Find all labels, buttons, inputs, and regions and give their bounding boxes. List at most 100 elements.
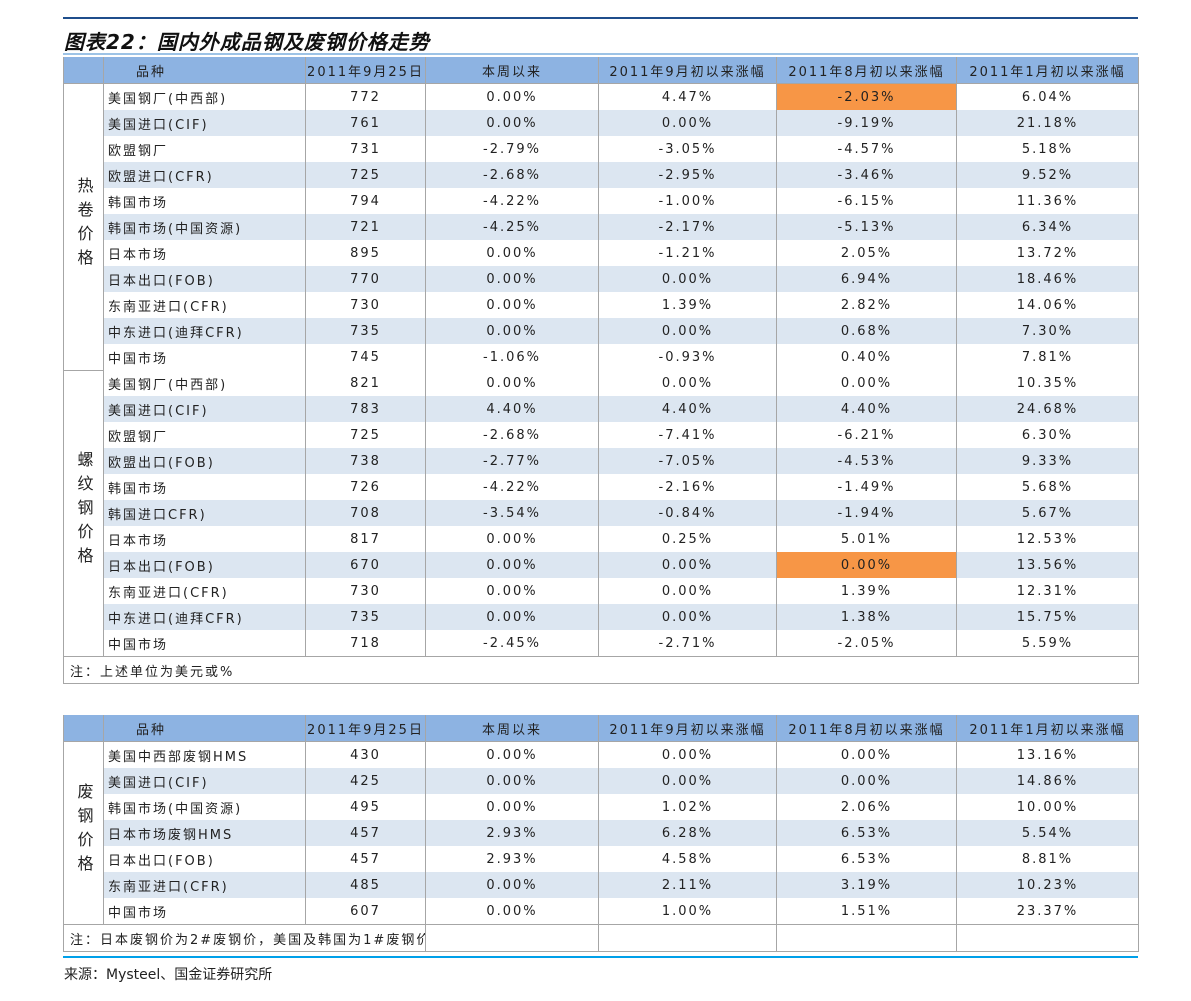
row-name: 中国市场 — [103, 630, 306, 657]
value-cell: 2.05% — [776, 240, 957, 266]
value-cell: 11.36% — [956, 188, 1139, 214]
value-cell: 1.39% — [598, 292, 777, 318]
value-cell: 0.00% — [425, 240, 599, 266]
value-cell: 0.00% — [425, 552, 599, 578]
value-cell: 794 — [305, 188, 426, 214]
bottom-rule — [63, 956, 1138, 958]
value-cell: 761 — [305, 110, 426, 136]
table-row: 中东进口(迪拜CFR) 735 0.00% 0.00% 0.68% 7.30% — [64, 318, 1139, 344]
column-header: 品种 — [103, 57, 306, 84]
table-note: 注：上述单位为美元或% — [63, 656, 1139, 684]
row-name: 韩国市场(中国资源) — [103, 794, 306, 820]
value-cell: -2.68% — [425, 422, 599, 448]
row-name: 欧盟钢厂 — [103, 422, 306, 448]
value-cell: 495 — [305, 794, 426, 820]
category-label: 螺纹钢价格 — [74, 451, 94, 572]
column-header: 2011年8月初以来涨幅 — [776, 715, 957, 742]
table-row: 螺纹钢价格 美国钢厂(中西部) 821 0.00% 0.00% 0.00% 10.35% — [63, 370, 1139, 657]
value-cell: -3.54% — [425, 500, 599, 526]
row-name: 韩国市场 — [103, 474, 306, 500]
row-name: 中东进口(迪拜CFR) — [103, 604, 306, 630]
value-cell: 10.35% — [956, 370, 1139, 396]
table-row: 中东进口(迪拜CFR) 735 0.00% 0.00% 1.38% 15.75% — [64, 604, 1139, 630]
value-cell: 15.75% — [956, 604, 1139, 630]
value-cell: 0.00% — [425, 898, 599, 925]
value-cell: 0.40% — [776, 344, 957, 370]
table-row: 韩国市场(中国资源) 721 -4.25% -2.17% -5.13% 6.34% — [64, 214, 1139, 240]
category-cell: 螺纹钢价格 — [63, 370, 104, 657]
table-row: 韩国市场 794 -4.22% -1.00% -6.15% 11.36% — [64, 188, 1139, 214]
row-name: 日本市场废钢HMS — [103, 820, 306, 846]
value-cell: 0.68% — [776, 318, 957, 344]
header-row: 品种 2011年9月25日 本周以来 2011年9月初以来涨幅 2011年8月初以来涨幅… — [63, 715, 1139, 742]
table-row: 废钢价格 美国中西部废钢HMS 430 0.00% 0.00% 0.00% 13.16% — [63, 741, 1139, 925]
value-cell: 5.67% — [956, 500, 1139, 526]
value-cell: 0.00% — [598, 604, 777, 630]
table-row: 欧盟钢厂 725 -2.68% -7.41% -6.21% 6.30% — [64, 422, 1139, 448]
value-cell: 5.01% — [776, 526, 957, 552]
value-cell: 23.37% — [956, 898, 1139, 925]
value-cell: 670 — [305, 552, 426, 578]
value-cell: 0.00% — [425, 794, 599, 820]
row-name: 美国钢厂(中西部) — [103, 370, 306, 396]
value-cell: 772 — [305, 83, 426, 110]
value-cell: 783 — [305, 396, 426, 422]
column-header: 2011年1月初以来涨幅 — [956, 57, 1139, 84]
value-cell: 731 — [305, 136, 426, 162]
value-cell: 730 — [305, 578, 426, 604]
value-cell: -6.15% — [776, 188, 957, 214]
table-row: 日本市场 817 0.00% 0.25% 5.01% 12.53% — [64, 526, 1139, 552]
value-cell: 817 — [305, 526, 426, 552]
value-cell: 0.00% — [425, 292, 599, 318]
category-cell: 废钢价格 — [63, 741, 104, 925]
value-cell: 0.00% — [598, 318, 777, 344]
value-cell: -6.21% — [776, 422, 957, 448]
row-name: 东南亚进口(CFR) — [103, 578, 306, 604]
table-row: 日本出口(FOB) 457 2.93% 4.58% 6.53% 8.81% — [64, 846, 1139, 872]
value-cell: -2.95% — [598, 162, 777, 188]
value-cell: 0.00% — [598, 110, 777, 136]
column-header: 本周以来 — [425, 715, 599, 742]
row-name: 美国进口(CIF) — [103, 396, 306, 422]
value-cell: 4.40% — [776, 396, 957, 422]
value-cell: 1.38% — [776, 604, 957, 630]
value-cell: -7.05% — [598, 448, 777, 474]
table-row: 中国市场 607 0.00% 1.00% 1.51% 23.37% — [64, 898, 1139, 925]
value-cell: 10.23% — [956, 872, 1139, 898]
value-cell: 7.30% — [956, 318, 1139, 344]
figure-title: 图表22：国内外成品钢及废钢价格走势 — [64, 30, 430, 54]
value-cell: 735 — [305, 604, 426, 630]
table-row: 中国市场 745 -1.06% -0.93% 0.40% 7.81% — [64, 344, 1139, 370]
finished-steel-price-table: 品种 2011年9月25日 本周以来 2011年9月初以来涨幅 2011年8月初以来涨幅… — [63, 57, 1139, 684]
table-note: 注：日本废钢价为2#废钢价，美国及韩国为1#废钢价 — [63, 924, 426, 952]
table-row: 欧盟出口(FOB) 738 -2.77% -7.05% -4.53% 9.33% — [64, 448, 1139, 474]
row-name: 美国进口(CIF) — [103, 768, 306, 794]
column-header: 本周以来 — [425, 57, 599, 84]
note-row: 注：上述单位为美元或% — [63, 656, 1139, 684]
value-cell: -1.21% — [598, 240, 777, 266]
value-cell: 2.93% — [425, 846, 599, 872]
header-blank — [63, 715, 104, 742]
value-cell: 2.82% — [776, 292, 957, 318]
value-cell: 9.52% — [956, 162, 1139, 188]
value-cell: 718 — [305, 630, 426, 657]
value-cell: -2.03% — [776, 83, 957, 110]
value-cell: 13.16% — [956, 741, 1139, 768]
row-name: 日本市场 — [103, 240, 306, 266]
value-cell: 1.51% — [776, 898, 957, 925]
table-row: 日本出口(FOB) 670 0.00% 0.00% 0.00% 13.56% — [64, 552, 1139, 578]
value-cell: 485 — [305, 872, 426, 898]
value-cell: 8.81% — [956, 846, 1139, 872]
value-cell: 821 — [305, 370, 426, 396]
top-rule — [63, 17, 1138, 19]
value-cell: 6.94% — [776, 266, 957, 292]
value-cell: 0.00% — [425, 110, 599, 136]
header-blank — [63, 57, 104, 84]
table-row: 韩国市场 726 -4.22% -2.16% -1.49% 5.68% — [64, 474, 1139, 500]
value-cell: 457 — [305, 846, 426, 872]
value-cell: 0.00% — [425, 83, 599, 110]
value-cell: -4.53% — [776, 448, 957, 474]
value-cell: 5.18% — [956, 136, 1139, 162]
value-cell: -4.57% — [776, 136, 957, 162]
value-cell: 0.00% — [776, 370, 957, 396]
